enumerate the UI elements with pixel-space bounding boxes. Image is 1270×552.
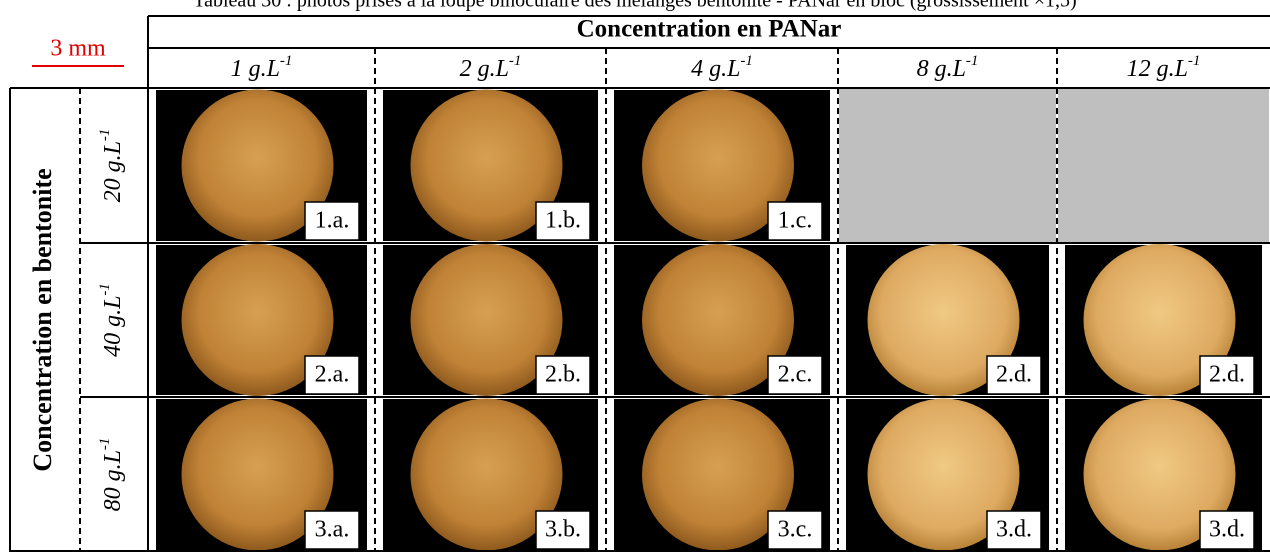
photo-label: 1.b. — [545, 208, 581, 234]
column-header: Concentration en PANar — [577, 16, 842, 43]
photo-label-box — [304, 510, 360, 550]
photo-label-box — [986, 510, 1042, 550]
photo-sample — [1083, 244, 1236, 396]
column-label-text: 4 g.L — [691, 56, 740, 82]
photo-label: 2.d. — [1209, 362, 1245, 388]
empty-cell — [839, 89, 1056, 242]
photo-sample — [410, 398, 563, 551]
column-label: 2 g.L-1 — [460, 53, 522, 81]
photo-label-box — [535, 201, 591, 241]
row-label-text: 40 g.L — [100, 296, 126, 357]
photo-label-box — [535, 355, 591, 395]
row-label: 40 g.L-1 — [97, 283, 125, 357]
photo-label: 1.a. — [315, 208, 350, 234]
photo-sample — [181, 244, 334, 396]
column-label-sup: -1 — [509, 53, 522, 69]
photo-label-box — [767, 355, 823, 395]
row-label-sup: -1 — [97, 129, 113, 142]
photo-label: 2.d. — [996, 362, 1032, 388]
photo-sample — [181, 89, 334, 242]
row-label: 80 g.L-1 — [97, 438, 125, 512]
photo-sample — [410, 89, 563, 242]
photo-sample — [410, 244, 563, 396]
photo-label-box — [767, 201, 823, 241]
photo-label-box — [1199, 355, 1255, 395]
photo-label: 3.d. — [996, 517, 1032, 543]
row-label-text: 20 g.L — [100, 141, 126, 202]
column-label-text: 1 g.L — [231, 56, 280, 82]
photo-label: 3.c. — [778, 517, 813, 543]
photo-label: 2.c. — [778, 362, 813, 388]
column-label-text: 2 g.L — [460, 56, 509, 82]
photo-label: 2.a. — [315, 362, 350, 388]
photo-sample — [642, 244, 794, 396]
row-label-sup: -1 — [97, 283, 113, 296]
column-label-sup: -1 — [1188, 53, 1201, 69]
photo-label: 3.b. — [545, 517, 581, 543]
column-label: 8 g.L-1 — [917, 53, 979, 81]
photo-label-box — [986, 355, 1042, 395]
photo-sample — [867, 244, 1020, 396]
photo-label: 2.b. — [545, 362, 581, 388]
photo-label-box — [304, 355, 360, 395]
row-label-sup: -1 — [97, 438, 113, 451]
photo-label: 3.d. — [1209, 517, 1245, 543]
photo-label-box — [1199, 510, 1255, 550]
scale-bar-label: 3 mm — [50, 36, 106, 62]
photo-sample — [1083, 398, 1236, 551]
column-label-text: 8 g.L — [917, 56, 966, 82]
photo-sample — [642, 398, 794, 551]
column-label: 4 g.L-1 — [691, 53, 753, 81]
column-label: 12 g.L-1 — [1127, 53, 1201, 81]
photo-sample — [642, 89, 794, 242]
photo-label: 1.c. — [778, 208, 813, 234]
caption: Tableau 30 : photos prises à la loupe bi… — [193, 0, 1076, 12]
photo-label-box — [535, 510, 591, 550]
photo-sample — [867, 398, 1020, 551]
photo-label-box — [304, 201, 360, 241]
row-label-text: 80 g.L — [100, 450, 126, 511]
photo-sample — [181, 398, 334, 551]
row-header: Concentration en bentonite — [28, 168, 57, 471]
column-label-sup: -1 — [280, 53, 293, 69]
empty-cell — [1058, 89, 1269, 242]
column-label: 1 g.L-1 — [231, 53, 293, 81]
photo-label: 3.a. — [315, 517, 350, 543]
row-label: 20 g.L-1 — [97, 129, 125, 203]
column-label-sup: -1 — [740, 53, 753, 69]
column-label-text: 12 g.L — [1127, 56, 1188, 82]
photo-label-box — [767, 510, 823, 550]
column-label-sup: -1 — [966, 53, 979, 69]
